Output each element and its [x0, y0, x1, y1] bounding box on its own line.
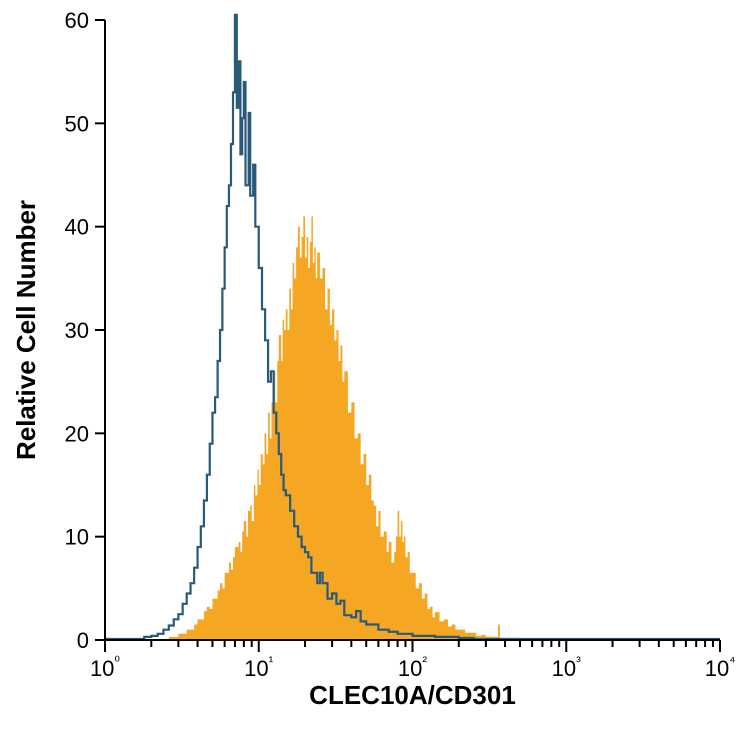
x-axis-label: CLEC10A/CD301 [309, 680, 516, 710]
y-tick-label: 60 [65, 8, 89, 33]
y-tick-label: 20 [65, 421, 89, 446]
y-tick-label: 40 [65, 215, 89, 240]
y-tick-label: 50 [65, 111, 89, 136]
y-tick-label: 10 [65, 525, 89, 550]
y-axis-label: Relative Cell Number [11, 200, 41, 460]
y-tick-label: 0 [77, 628, 89, 653]
y-tick-label: 30 [65, 318, 89, 343]
